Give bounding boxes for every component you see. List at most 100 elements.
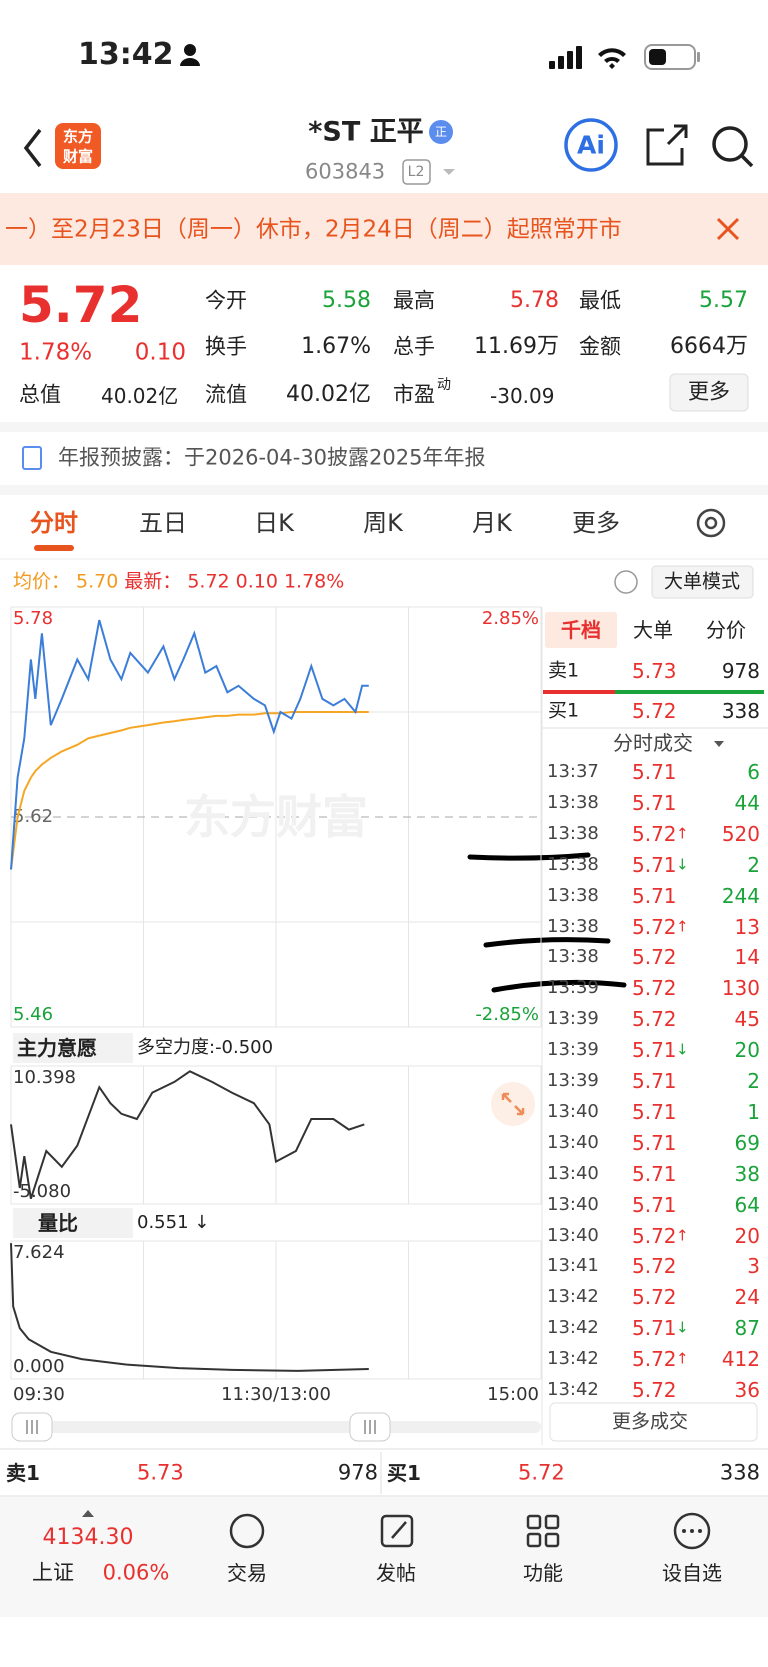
ratio-box[interactable] bbox=[13, 1208, 133, 1238]
last-value: 5.72 bbox=[187, 570, 230, 593]
trade-time: 13:39 bbox=[547, 1008, 599, 1030]
trade-volume: 2 bbox=[747, 1069, 760, 1093]
trade-price: 5.72 bbox=[632, 821, 677, 846]
y2-tick-label: 2.85% bbox=[482, 608, 539, 629]
person-icon bbox=[180, 58, 200, 66]
trade-volume: 64 bbox=[734, 1192, 760, 1217]
settings-button[interactable] bbox=[696, 508, 726, 538]
trade-price: 5.71 bbox=[632, 1161, 677, 1186]
tab[interactable]: 更多 bbox=[572, 509, 620, 537]
change-pct: 1.78% bbox=[283, 570, 345, 593]
more-button-bg[interactable] bbox=[669, 373, 749, 412]
nav-item[interactable]: 功能 bbox=[523, 1561, 563, 1585]
index-arrow bbox=[82, 1510, 94, 1517]
scroll-track bbox=[11, 1421, 541, 1433]
book-tab[interactable]: 大单 bbox=[633, 618, 673, 642]
ai-button[interactable] bbox=[564, 118, 618, 172]
nav-item[interactable]: 设自选 bbox=[662, 1561, 722, 1585]
book-price: 5.72 bbox=[518, 1460, 565, 1485]
avg-value: 5.70 bbox=[76, 570, 119, 593]
nav-item[interactable]: 交易 bbox=[227, 1561, 267, 1585]
back-button[interactable] bbox=[23, 128, 42, 168]
y-tick-label: 5.62 bbox=[13, 806, 53, 827]
book-tab[interactable]: 千档 bbox=[561, 618, 601, 642]
stat-value: 5.78 bbox=[510, 288, 559, 313]
stat-label: 总值 bbox=[19, 382, 61, 407]
series-line bbox=[10, 619, 369, 870]
trade-time: 13:41 bbox=[547, 1255, 599, 1277]
trade-time: 13:40 bbox=[547, 1224, 599, 1246]
index-change: 0.06% bbox=[102, 1560, 170, 1585]
tab[interactable]: 月K bbox=[472, 509, 512, 537]
stat-value: 6664万 bbox=[670, 334, 748, 359]
trade-dir: ↑ bbox=[676, 1349, 689, 1368]
stat-label: 换手 bbox=[205, 334, 247, 359]
legend-name: 均价： bbox=[13, 570, 71, 593]
book-bar-sell bbox=[543, 690, 615, 694]
book-tab[interactable]: 分价 bbox=[706, 618, 746, 642]
more-trades-bg[interactable] bbox=[549, 1402, 758, 1442]
trade-time: 13:42 bbox=[547, 1379, 599, 1400]
trade-price: 5.71 bbox=[632, 1316, 677, 1341]
trade-volume: 87 bbox=[734, 1316, 760, 1341]
more-trades[interactable]: 更多成交 bbox=[611, 1410, 689, 1433]
mode-button[interactable]: 大单模式 bbox=[663, 570, 741, 593]
trade-price: 5.71 bbox=[632, 760, 677, 784]
trade-dir: ↑ bbox=[676, 917, 689, 935]
trade-time: 13:38 bbox=[547, 822, 599, 844]
tab[interactable]: 五日 bbox=[139, 509, 187, 537]
tab[interactable]: 日K bbox=[254, 509, 294, 537]
stat-value: 40.02亿 bbox=[101, 384, 179, 408]
tab[interactable]: 周K bbox=[363, 509, 403, 537]
trade-price: 5.72 bbox=[632, 976, 677, 1001]
trade-price: 5.71 bbox=[632, 1038, 677, 1063]
indicator-metric: 多空力度:-0.500 bbox=[137, 1037, 274, 1058]
mode-button-bg[interactable] bbox=[651, 565, 754, 599]
stat-label: 今开 bbox=[205, 288, 247, 313]
watermark: 东方财富 bbox=[184, 790, 368, 844]
book-price: 5.73 bbox=[137, 1460, 184, 1485]
trade-volume: 244 bbox=[721, 883, 760, 908]
ratio-name[interactable]: 量比 bbox=[38, 1211, 78, 1235]
book-bar-buy bbox=[615, 690, 764, 694]
stat-label: 最低 bbox=[579, 288, 621, 313]
ai-label[interactable]: Ai bbox=[577, 130, 605, 160]
search-button[interactable] bbox=[712, 126, 754, 168]
close-banner[interactable] bbox=[716, 217, 740, 241]
trade-time: 13:39 bbox=[547, 1039, 599, 1061]
level: L2 bbox=[407, 164, 425, 180]
trade-time: 13:38 bbox=[547, 915, 599, 937]
trade-volume: 13 bbox=[734, 914, 760, 939]
trade-price: 5.72 bbox=[632, 1285, 677, 1310]
stat-label: 金额 bbox=[579, 334, 621, 359]
trade-dir: ↓ bbox=[676, 1040, 689, 1059]
status-icons bbox=[549, 44, 700, 70]
trade-volume: 1 bbox=[747, 1099, 760, 1124]
trade-volume: 3 bbox=[747, 1254, 760, 1279]
trade-time: 13:40 bbox=[547, 1100, 599, 1122]
tab[interactable]: 分时 bbox=[30, 509, 78, 537]
dot bbox=[682, 1529, 686, 1533]
nav-item[interactable]: 发帖 bbox=[376, 1561, 416, 1585]
separator bbox=[0, 485, 768, 495]
y-tick-label: 10.398 bbox=[13, 1067, 76, 1088]
series-line bbox=[10, 1243, 369, 1372]
trade-volume: 69 bbox=[734, 1130, 760, 1155]
index-value[interactable]: 4134.30 bbox=[42, 1525, 134, 1550]
trade-volume: 44 bbox=[734, 790, 760, 815]
logo-text: 东方 bbox=[62, 127, 94, 146]
share-button[interactable] bbox=[646, 124, 688, 166]
trade-time: 13:38 bbox=[547, 791, 599, 813]
indicator-box[interactable] bbox=[13, 1033, 133, 1063]
ratio-value: 0.551 ↓ bbox=[137, 1212, 210, 1233]
y-tick-label: 0.000 bbox=[13, 1356, 65, 1377]
stat-value: 1.67% bbox=[301, 334, 371, 359]
logo-text: 财富 bbox=[62, 147, 94, 166]
indicator-name[interactable]: 主力意愿 bbox=[17, 1036, 97, 1060]
trade-time: 13:40 bbox=[547, 1131, 599, 1153]
expand-icon bbox=[501, 1092, 525, 1116]
expand-button[interactable] bbox=[491, 1082, 535, 1126]
help-icon[interactable] bbox=[614, 570, 638, 594]
more-button[interactable]: 更多 bbox=[688, 379, 730, 404]
